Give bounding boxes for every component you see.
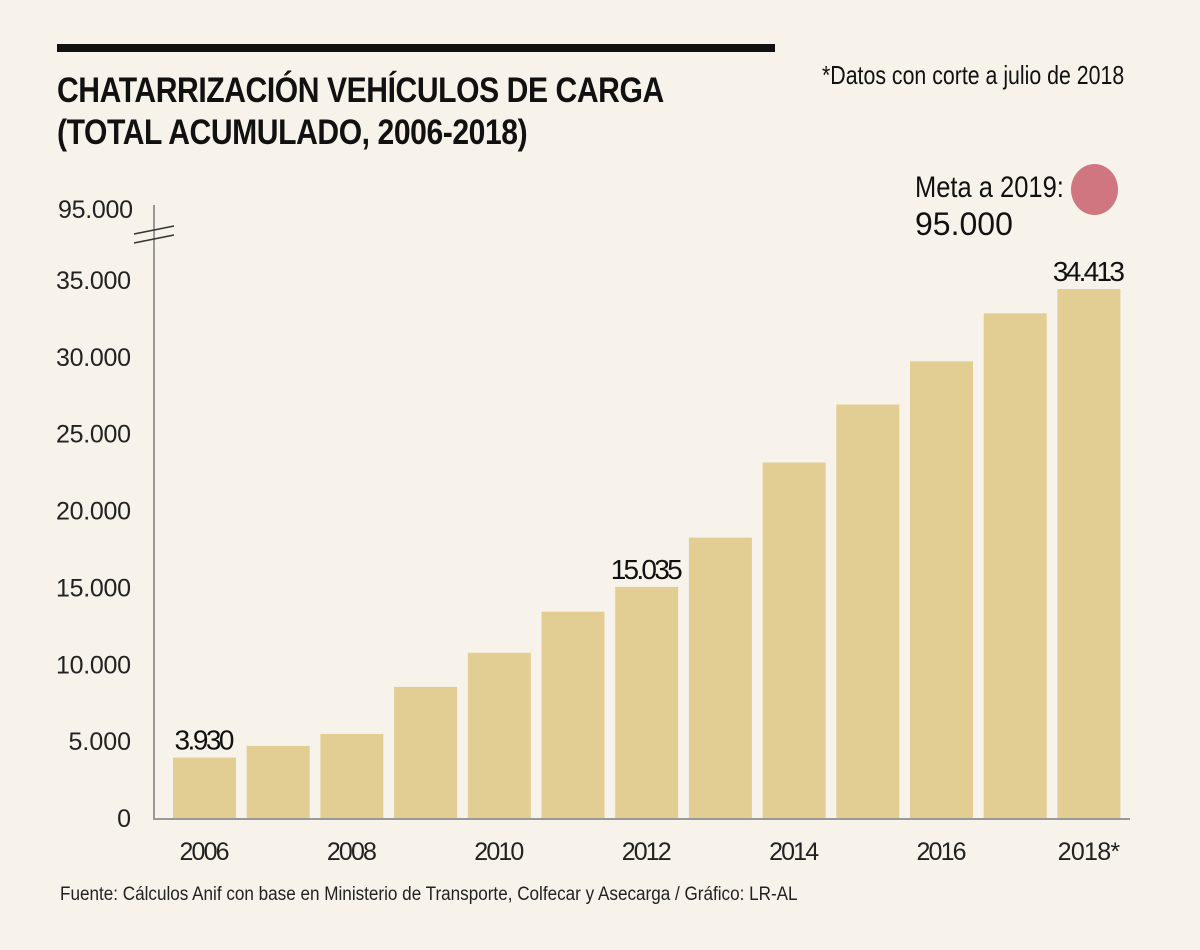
bar-2009	[394, 686, 458, 818]
data-cutoff-note: *Datos con corte a julio de 2018	[822, 60, 1125, 90]
y-tick-label-break: 95.000	[58, 196, 133, 224]
bar-2014	[762, 462, 826, 818]
y-tick-label-5000: 5.000	[69, 728, 132, 756]
data-label-2006: 3.930	[175, 725, 235, 756]
axis-break-mark-1	[133, 225, 175, 235]
x-tick-label-2008: 2008	[327, 838, 377, 866]
bar-2018	[1057, 289, 1121, 818]
y-tick-label-30000: 30.000	[56, 344, 131, 372]
chart-title-line1: CHATARRIZACIÓN VEHÍCULOS DE CARGA	[57, 71, 664, 110]
bar-2012	[615, 586, 679, 818]
y-tick-label-0: 0	[117, 805, 131, 833]
x-tick-label-2016: 2016	[917, 838, 967, 866]
y-tick-label-10000: 10.000	[56, 651, 131, 679]
bar-2013	[688, 537, 752, 818]
x-tick-label-2010: 2010	[474, 838, 524, 866]
data-label-2018: 34.413	[1053, 256, 1125, 287]
bar-2008	[320, 733, 384, 818]
x-axis-ticks: 2006 2008 2010 2012 2014 2016 2018*	[180, 838, 1121, 866]
y-tick-label-15000: 15.000	[56, 574, 131, 602]
chart-title: CHATARRIZACIÓN VEHÍCULOS DE CARGA (TOTAL…	[57, 70, 664, 154]
x-tick-label-2006: 2006	[180, 838, 230, 866]
x-tick-label-2012: 2012	[622, 838, 672, 866]
bar-2011	[541, 611, 605, 818]
y-tick-label-25000: 25.000	[56, 421, 131, 449]
bar-2017	[983, 313, 1047, 818]
y-tick-label-20000: 20.000	[56, 498, 131, 526]
bar-2010	[467, 652, 531, 818]
chart-title-line2: (TOTAL ACUMULADO, 2006-2018)	[57, 113, 528, 152]
y-tick-label-35000: 35.000	[56, 267, 131, 295]
bars-group	[173, 289, 1121, 818]
goal-label: Meta a 2019:	[915, 171, 1064, 204]
bar-2016	[910, 361, 973, 818]
bar-2015	[836, 404, 900, 818]
bar-2007	[246, 745, 310, 818]
x-tick-label-2014: 2014	[769, 838, 819, 866]
data-label-2012: 15.035	[611, 554, 683, 585]
source-note: Fuente: Cálculos Anif con base en Minist…	[60, 884, 798, 905]
goal-value: 95.000	[915, 206, 1013, 242]
bar-2006	[173, 757, 236, 818]
title-rule	[57, 44, 775, 52]
axis-break-mark-2	[133, 234, 175, 244]
y-axis-ticks: 0 5.000 10.000 15.000 20.000 25.000 30.000 35.0…	[56, 267, 131, 833]
goal-dot-marker	[1071, 164, 1118, 215]
x-tick-label-2018: 2018*	[1058, 838, 1121, 866]
data-labels-group: 3.930 15.035 34.413	[175, 256, 1125, 756]
